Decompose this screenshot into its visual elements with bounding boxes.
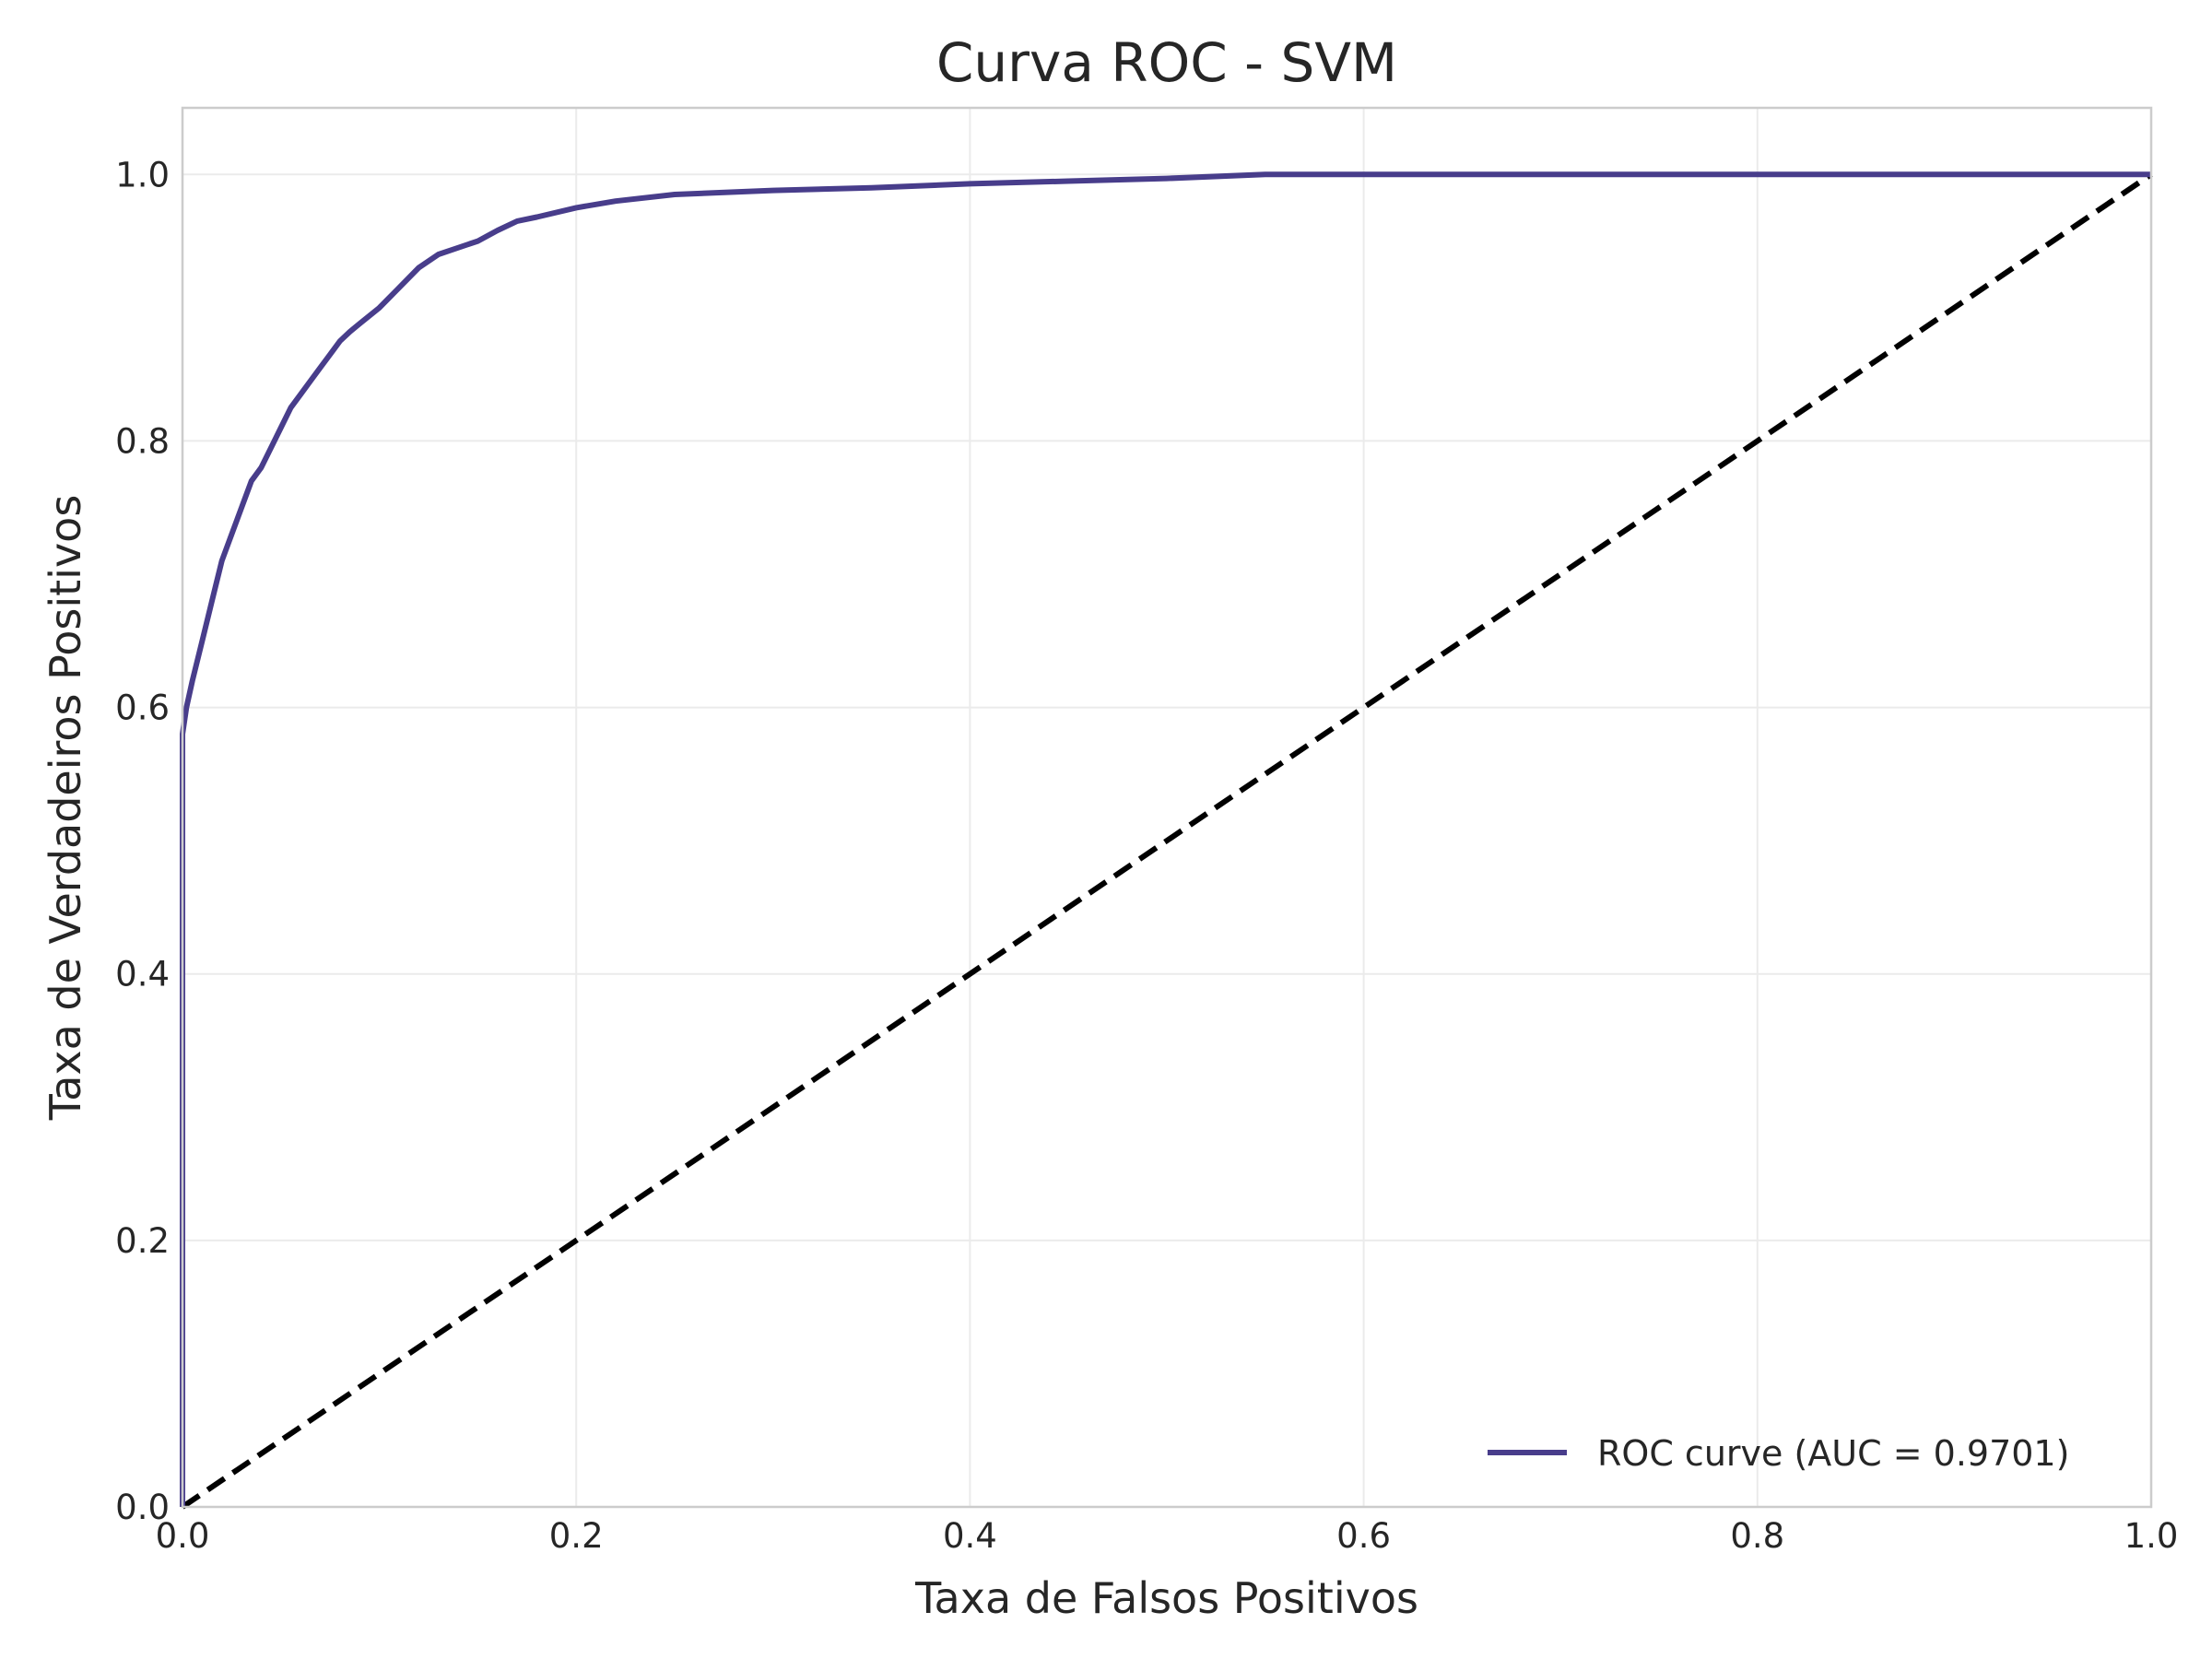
y-tick-label: 0.6	[115, 688, 170, 728]
legend: ROC curve (AUC = 0.9701)	[1488, 1433, 2069, 1474]
y-tick-label: 0.2	[115, 1221, 170, 1261]
legend-label-roc: ROC curve (AUC = 0.9701)	[1597, 1433, 2069, 1474]
x-tick-label: 0.6	[1336, 1516, 1391, 1556]
y-tick-labels: 0.0 0.2 0.4 0.6 0.8 1.0	[115, 155, 170, 1527]
y-tick-label: 0.4	[115, 955, 170, 994]
chance-diagonal-line	[181, 171, 2153, 1510]
x-tick-label: 0.0	[156, 1516, 210, 1556]
y-tick-label: 1.0	[115, 155, 170, 194]
y-tick-label: 0.0	[115, 1488, 170, 1527]
plot-frame	[181, 106, 2153, 1509]
y-tick-label: 0.8	[115, 421, 170, 461]
x-axis-label: Taxa de Falsos Positivos	[914, 1573, 1418, 1623]
x-tick-label: 0.8	[1730, 1516, 1784, 1556]
x-tick-label: 0.4	[943, 1516, 997, 1556]
x-tick-label: 1.0	[2124, 1516, 2179, 1556]
plot-lines	[180, 171, 2153, 1510]
x-tick-labels: 0.0 0.2 0.4 0.6 0.8 1.0	[156, 1516, 2179, 1556]
roc-curve-line	[180, 171, 2151, 1507]
y-axis-label: Taxa de Verdadeiros Positivos	[41, 495, 90, 1122]
x-tick-label: 0.2	[549, 1516, 604, 1556]
chart-title: Curva ROC - SVM	[936, 31, 1397, 94]
